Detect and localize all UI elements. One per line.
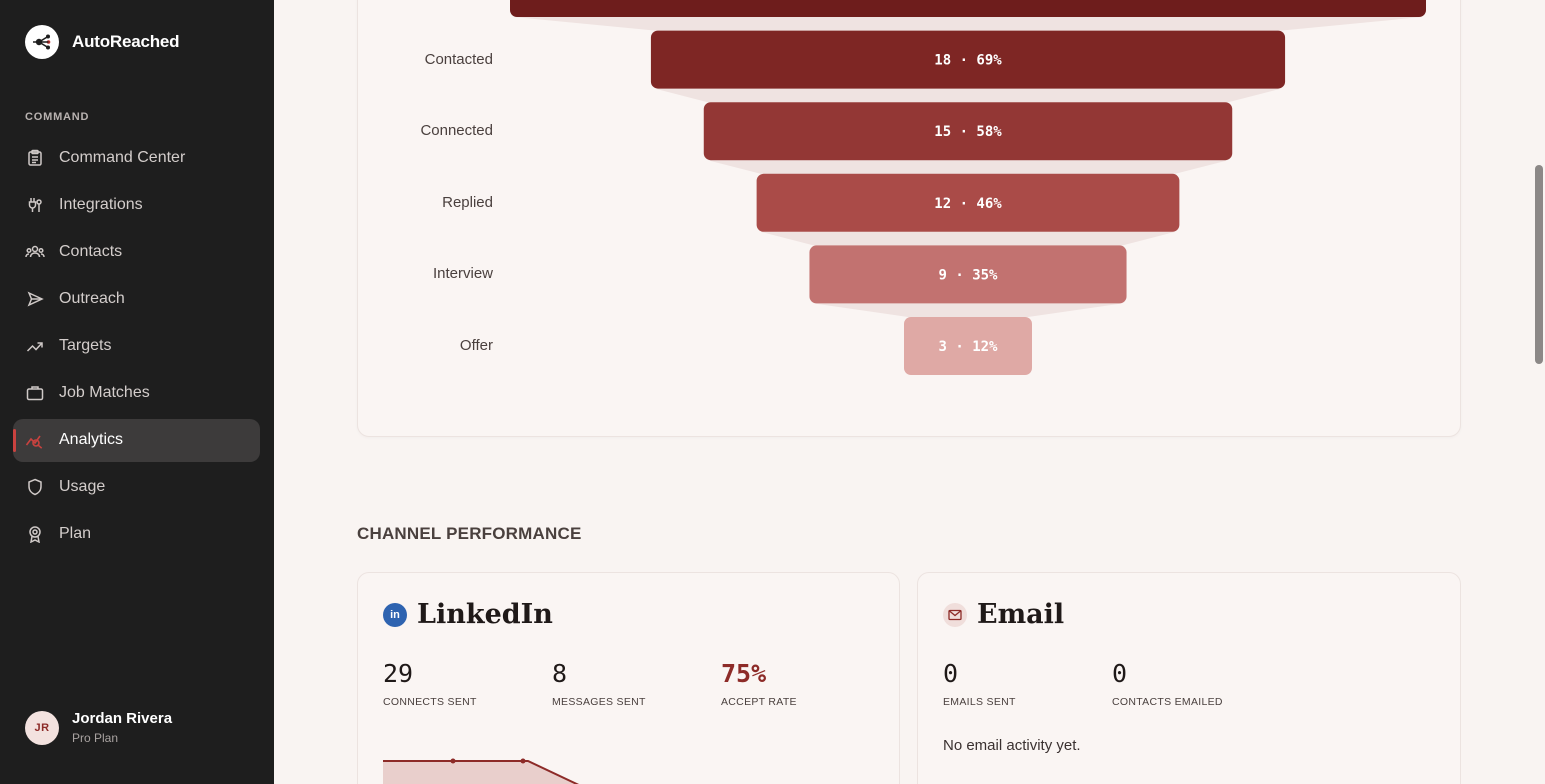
funnel-connector [707,160,1229,174]
stat-label: CONNECTS SENT [383,696,477,708]
trend-up-icon [25,336,45,356]
sidebar-item-label: Targets [59,336,112,354]
sidebar-item-usage[interactable]: Usage [13,466,260,509]
messages-sent-stat: 8 MESSAGES SENT [552,659,646,708]
funnel-chart: 26 · 100%18 · 69%15 · 58%12 · 46%9 · 35%… [510,0,1426,375]
stat-label: CONTACTS EMAILED [1112,696,1223,708]
sidebar: AutoReached COMMAND Command Center Integ… [0,0,274,784]
funnel-bar-offer[interactable] [904,317,1032,375]
funnel-stage-label: Contacted [424,50,493,68]
sidebar-item-contacts[interactable]: Contacts [13,230,260,273]
award-icon [25,524,45,544]
clipboard-icon [25,148,45,168]
stat-value: 0 [943,659,959,688]
sidebar-item-outreach[interactable]: Outreach [13,277,260,320]
email-card-header: Email [943,599,1064,630]
users-icon [25,242,45,262]
accept-rate-stat: 75% ACCEPT RATE [721,659,797,708]
brand-logo-icon [25,25,59,59]
plug-icon [25,195,45,215]
stat-value: 75% [721,659,767,688]
user-plan: Pro Plan [72,731,119,745]
funnel-bar-connected[interactable] [703,102,1233,161]
sidebar-item-label: Job Matches [59,383,150,401]
funnel-connector [654,88,1282,103]
sidebar-item-label: Contacts [59,242,123,260]
emails-sent-stat: 0 EMAILS SENT [943,659,1016,708]
stat-label: ACCEPT RATE [721,696,797,708]
connects-sent-stat: 29 CONNECTS SENT [383,659,477,708]
funnel-bar-value: 9 · 35% [938,267,998,283]
send-icon [25,289,45,309]
sidebar-item-analytics[interactable]: Analytics [13,418,260,462]
email-card-title: Email [977,599,1065,630]
email-card: Email 0 EMAILS SENT 0 CONTACTS EMAILED N… [917,572,1461,784]
funnel-bar-value: 18 · 69% [934,53,1002,69]
user-profile[interactable]: JR Jordan Rivera Pro Plan [25,710,172,745]
funnel-bar-interview[interactable] [809,245,1127,304]
funnel-bar-value: 12 · 46% [934,196,1002,212]
sidebar-item-label: Plan [59,525,92,543]
sidebar-item-command-center[interactable]: Command Center [13,136,260,179]
shield-icon [25,477,45,497]
stat-value: 29 [383,659,414,688]
stat-value: 0 [1112,659,1128,688]
channel-performance-title: CHANNEL PERFORMANCE [357,524,582,543]
stat-label: EMAILS SENT [943,696,1016,708]
user-info: Jordan Rivera Pro Plan [72,710,172,745]
pipeline-funnel-card: 26 · 100%18 · 69%15 · 58%12 · 46%9 · 35%… [357,0,1461,437]
stat-value: 8 [552,659,568,688]
linkedin-card-title: LinkedIn [417,599,553,630]
sidebar-item-label: Outreach [59,289,125,307]
linkedin-card-header: in LinkedIn [383,599,553,630]
sidebar-item-label: Analytics [59,431,124,449]
avatar: JR [25,710,59,745]
funnel-bar-value: 3 · 12% [938,339,998,355]
analytics-icon [25,430,45,450]
funnel-stage-label: Offer [459,337,493,354]
page-scrollbar[interactable] [1534,0,1545,784]
linkedin-icon: in [383,602,407,627]
funnel-bar-prospects[interactable] [510,0,1426,17]
funnel-connector [514,17,1422,31]
brand[interactable]: AutoReached [25,25,180,59]
nav-section-label: COMMAND [25,111,90,123]
brand-name: AutoReached [72,32,180,51]
funnel-stage-label: Replied [442,193,493,211]
user-name: Jordan Rivera [72,710,173,727]
funnel-stage-label: Connected [420,122,493,140]
funnel-bar-value: 15 · 58% [934,124,1002,140]
funnel-bar-replied[interactable] [756,173,1180,232]
sidebar-nav: Command Center Integrations Contacts Out… [13,136,260,560]
briefcase-icon [25,383,45,403]
sidebar-item-label: Command Center [59,148,186,166]
scrollbar-thumb[interactable] [1535,165,1543,364]
sidebar-item-targets[interactable]: Targets [13,324,260,367]
sidebar-item-label: Usage [59,478,106,496]
linkedin-activity-chart [383,758,579,784]
funnel-connector [813,303,1123,317]
mail-icon [943,602,967,627]
contacts-emailed-stat: 0 CONTACTS EMAILED [1112,659,1223,708]
funnel-stage-label: Interview [432,265,493,283]
funnel-bar-contacted[interactable] [650,30,1286,89]
sidebar-item-job-matches[interactable]: Job Matches [13,371,260,414]
sidebar-item-plan[interactable]: Plan [13,513,260,556]
sidebar-item-label: Integrations [59,195,143,213]
funnel-connector [760,231,1176,246]
stat-label: MESSAGES SENT [552,696,646,708]
sidebar-item-integrations[interactable]: Integrations [13,183,260,226]
email-empty-message: No email activity yet. [943,737,1081,754]
linkedin-card: in LinkedIn 29 CONNECTS SENT 8 MESSAGES … [357,572,900,784]
